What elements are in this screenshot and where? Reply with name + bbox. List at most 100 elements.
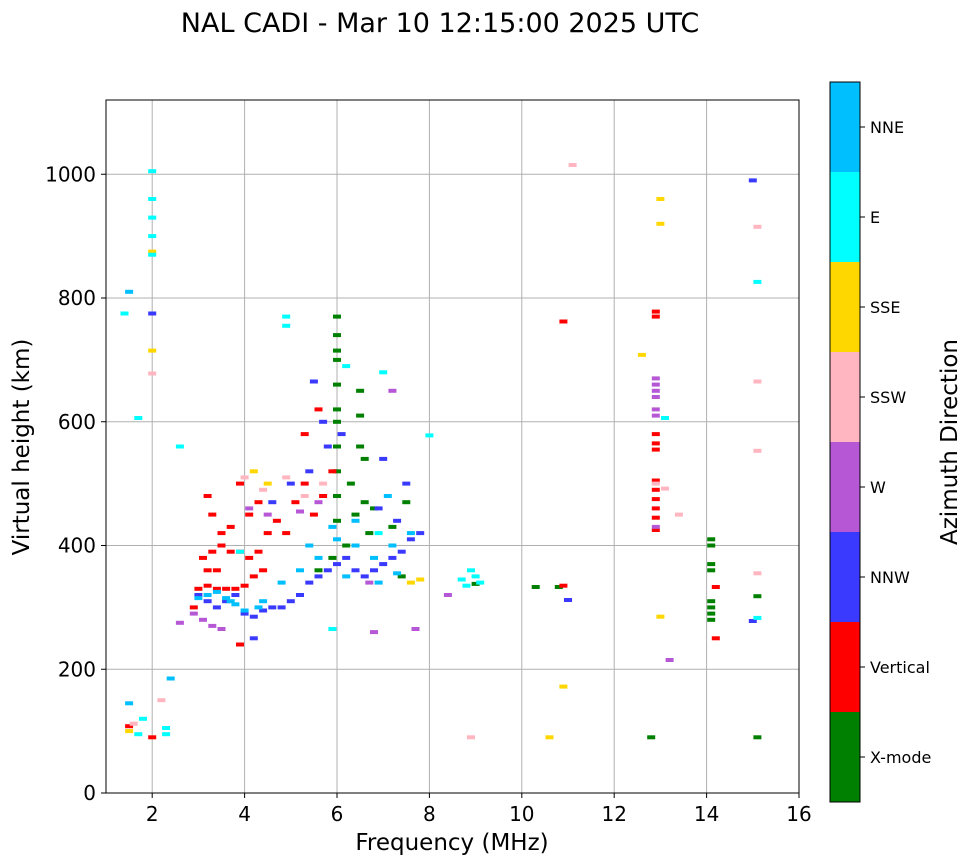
colorbar-tick-label: SSW — [870, 388, 906, 407]
data-point — [129, 721, 138, 726]
data-point — [393, 571, 402, 576]
colorbar-segment — [830, 82, 860, 172]
data-point — [467, 568, 475, 573]
data-point — [651, 441, 660, 446]
x-tick-label: 4 — [238, 802, 251, 826]
data-point — [314, 500, 323, 505]
data-point — [277, 605, 286, 610]
data-point — [263, 531, 272, 536]
data-point — [707, 605, 716, 610]
colorbar-tick-label: NNE — [870, 118, 904, 137]
data-point — [240, 611, 249, 616]
data-point — [139, 716, 147, 721]
data-point — [753, 594, 762, 599]
plot-frame — [105, 99, 800, 794]
data-point — [249, 614, 258, 619]
data-point — [351, 543, 360, 548]
data-point — [707, 562, 716, 567]
x-tick-label: 6 — [331, 802, 344, 826]
data-point — [651, 447, 660, 452]
x-tick-label: 14 — [694, 802, 719, 826]
data-point — [231, 586, 240, 591]
data-point — [286, 481, 295, 486]
series-nne — [125, 289, 415, 706]
data-point — [208, 512, 217, 517]
data-point — [282, 531, 291, 536]
data-point — [217, 627, 226, 631]
data-point — [342, 543, 351, 548]
data-point — [236, 549, 244, 554]
data-point — [157, 698, 166, 703]
data-point — [125, 729, 134, 734]
x-tick-label: 2 — [146, 802, 159, 826]
data-point — [259, 608, 268, 613]
data-point — [305, 580, 314, 585]
data-point — [356, 413, 365, 418]
data-point — [166, 676, 175, 681]
colorbar-segment — [830, 622, 860, 712]
data-point — [162, 726, 171, 730]
data-point — [656, 197, 665, 201]
data-point — [356, 444, 365, 449]
data-point — [323, 444, 332, 449]
data-point — [296, 593, 304, 597]
data-point — [263, 512, 272, 517]
data-point — [554, 585, 563, 589]
data-point — [319, 494, 328, 498]
y-tick-label: 1000 — [45, 162, 96, 186]
data-point — [245, 512, 254, 517]
colorbar-tick-label: W — [870, 478, 886, 497]
data-point — [148, 735, 157, 740]
data-point — [217, 531, 226, 536]
colorbar-tick-label: X-mode — [870, 748, 931, 767]
data-point — [467, 735, 475, 740]
colorbar-tick-label: NNW — [870, 568, 910, 587]
data-point — [471, 574, 480, 579]
data-point — [194, 586, 203, 591]
plot-marks — [120, 163, 762, 740]
data-point — [277, 580, 286, 585]
data-point — [236, 481, 244, 486]
data-point — [707, 599, 716, 604]
data-point — [351, 512, 360, 517]
data-point — [753, 735, 762, 740]
data-point — [328, 524, 337, 529]
data-point — [370, 555, 378, 560]
data-point — [342, 555, 351, 560]
data-point — [360, 456, 369, 461]
data-point — [651, 497, 660, 502]
data-point — [286, 599, 295, 604]
data-point — [162, 732, 171, 737]
data-point — [402, 500, 411, 505]
data-point — [305, 543, 314, 548]
data-point — [425, 433, 434, 438]
data-point — [189, 605, 198, 610]
x-tick-label: 12 — [601, 802, 626, 826]
data-point — [333, 494, 341, 498]
colorbar-segment — [830, 352, 860, 442]
data-point — [457, 577, 466, 582]
data-point — [370, 506, 378, 511]
data-point — [134, 732, 143, 737]
data-point — [707, 617, 716, 622]
data-point — [314, 574, 323, 579]
data-point — [314, 555, 323, 560]
data-point — [199, 617, 207, 622]
data-point — [296, 568, 304, 573]
data-point — [379, 562, 388, 567]
x-tick-label: 8 — [423, 802, 436, 826]
series-x-mode — [314, 314, 762, 740]
data-point — [134, 416, 143, 420]
data-point — [148, 348, 157, 353]
data-point — [443, 593, 452, 597]
data-point — [661, 416, 669, 420]
data-point — [351, 518, 360, 523]
data-point — [346, 481, 355, 486]
data-point — [402, 481, 411, 486]
data-point — [231, 593, 240, 597]
data-point — [208, 549, 217, 554]
plot-grid — [106, 100, 800, 794]
data-point — [333, 518, 341, 523]
data-point — [397, 549, 406, 554]
